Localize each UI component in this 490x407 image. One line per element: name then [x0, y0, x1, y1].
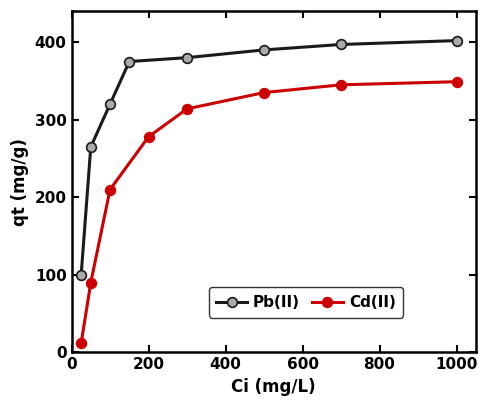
Pb(II): [454, 38, 460, 43]
Legend: Pb(II), Cd(II): Pb(II), Cd(II): [209, 287, 403, 317]
Cd(II): [107, 187, 113, 192]
Pb(II): [184, 55, 190, 60]
Pb(II): [261, 48, 267, 53]
Cd(II): [261, 90, 267, 95]
Cd(II): [88, 280, 94, 285]
Line: Cd(II): Cd(II): [76, 77, 462, 348]
Pb(II): [88, 144, 94, 149]
Pb(II): [78, 272, 84, 277]
Cd(II): [454, 79, 460, 84]
Pb(II): [107, 102, 113, 107]
Cd(II): [78, 341, 84, 346]
X-axis label: Ci (mg/L): Ci (mg/L): [231, 378, 316, 396]
Line: Pb(II): Pb(II): [76, 36, 462, 280]
Cd(II): [184, 106, 190, 111]
Pb(II): [126, 59, 132, 64]
Cd(II): [146, 134, 151, 139]
Cd(II): [338, 82, 344, 87]
Pb(II): [338, 42, 344, 47]
Y-axis label: qt (mg/g): qt (mg/g): [11, 138, 29, 226]
